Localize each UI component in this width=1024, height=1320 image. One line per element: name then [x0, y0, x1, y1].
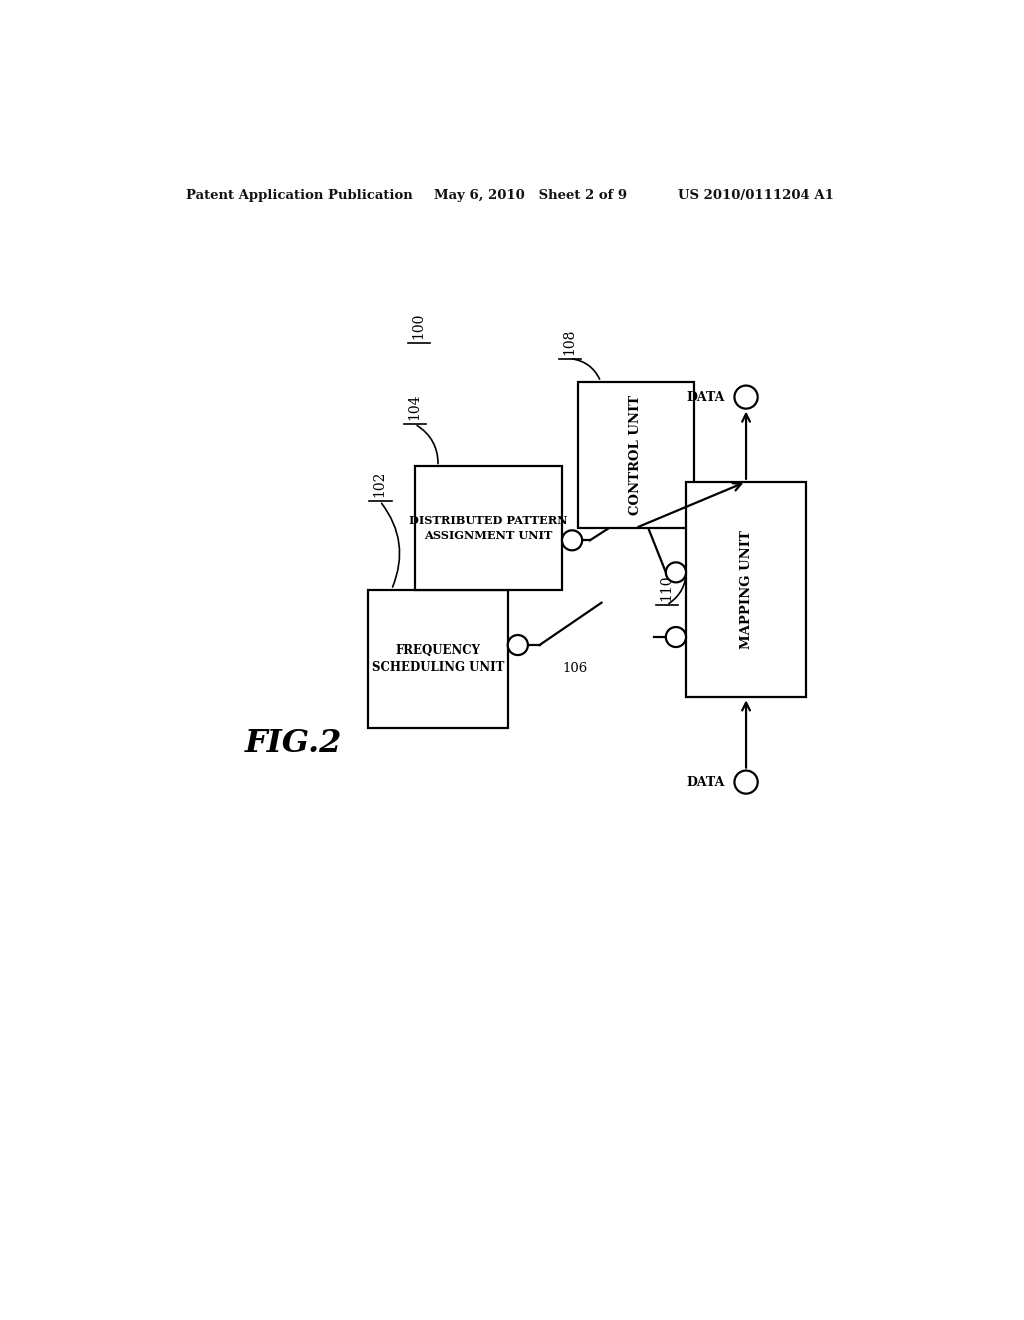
Text: Patent Application Publication: Patent Application Publication: [186, 189, 413, 202]
FancyBboxPatch shape: [578, 381, 693, 528]
Text: CONTROL UNIT: CONTROL UNIT: [629, 395, 642, 515]
Text: US 2010/0111204 A1: US 2010/0111204 A1: [678, 189, 835, 202]
Text: FREQUENCY
SCHEDULING UNIT: FREQUENCY SCHEDULING UNIT: [372, 644, 504, 675]
Text: 110: 110: [658, 574, 673, 601]
FancyBboxPatch shape: [686, 482, 806, 697]
FancyBboxPatch shape: [415, 466, 562, 590]
Text: 100: 100: [411, 313, 425, 339]
Text: May 6, 2010   Sheet 2 of 9: May 6, 2010 Sheet 2 of 9: [434, 189, 628, 202]
Text: MAPPING UNIT: MAPPING UNIT: [739, 531, 753, 649]
Circle shape: [508, 635, 528, 655]
Text: FIG.2: FIG.2: [245, 729, 342, 759]
Text: 102: 102: [372, 471, 386, 498]
Text: 108: 108: [562, 329, 575, 355]
Circle shape: [666, 562, 686, 582]
Text: 104: 104: [407, 393, 421, 420]
Circle shape: [666, 627, 686, 647]
Circle shape: [562, 531, 583, 550]
Text: 106: 106: [563, 661, 588, 675]
Circle shape: [734, 771, 758, 793]
Text: DATA: DATA: [686, 391, 724, 404]
Text: DISTRIBUTED PATTERN
ASSIGNMENT UNIT: DISTRIBUTED PATTERN ASSIGNMENT UNIT: [410, 515, 567, 541]
FancyBboxPatch shape: [369, 590, 508, 729]
Text: DATA: DATA: [686, 776, 724, 788]
Circle shape: [734, 385, 758, 409]
